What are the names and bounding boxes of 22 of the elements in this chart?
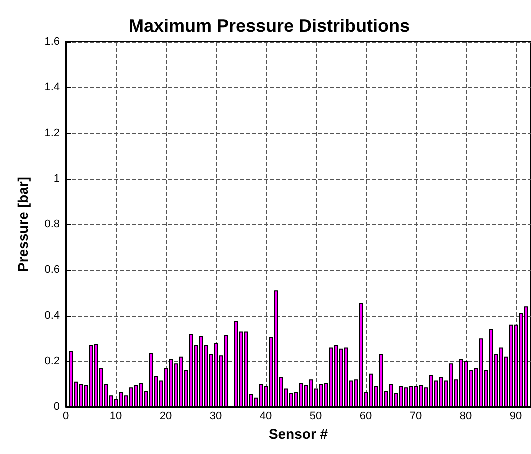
x-tick-label: 60 [360,410,372,422]
x-tick-label: 20 [160,410,172,422]
x-tick-label: 0 [62,410,70,422]
x-tick-label: 90 [510,410,522,422]
y-tick-label: 1.6 [44,36,60,48]
y-tick-label: 0.2 [44,355,60,368]
x-axis-title: Sensor # [268,426,328,442]
y-tick-label: 0.4 [44,310,60,322]
x-tick-label: 70 [410,410,422,422]
y-tick-label: 0 [54,401,60,413]
y-axis-title: Pressure [bar] [15,177,31,272]
y-tick-label: 0.6 [44,264,60,276]
x-tick-label: 30 [210,410,222,422]
x-tick-label: 50 [310,410,322,422]
y-tick-label: 0.8 [44,218,60,230]
x-tick-label: 80 [460,410,472,422]
y-tick-label: 1.2 [44,127,60,140]
chart-title: Maximum Pressure Distributions [128,16,410,36]
x-tick-label: 10 [110,410,122,422]
y-tick-label: 1 [54,172,60,185]
y-tick-label: 1.4 [44,82,60,94]
x-tick-label: 40 [260,410,272,422]
